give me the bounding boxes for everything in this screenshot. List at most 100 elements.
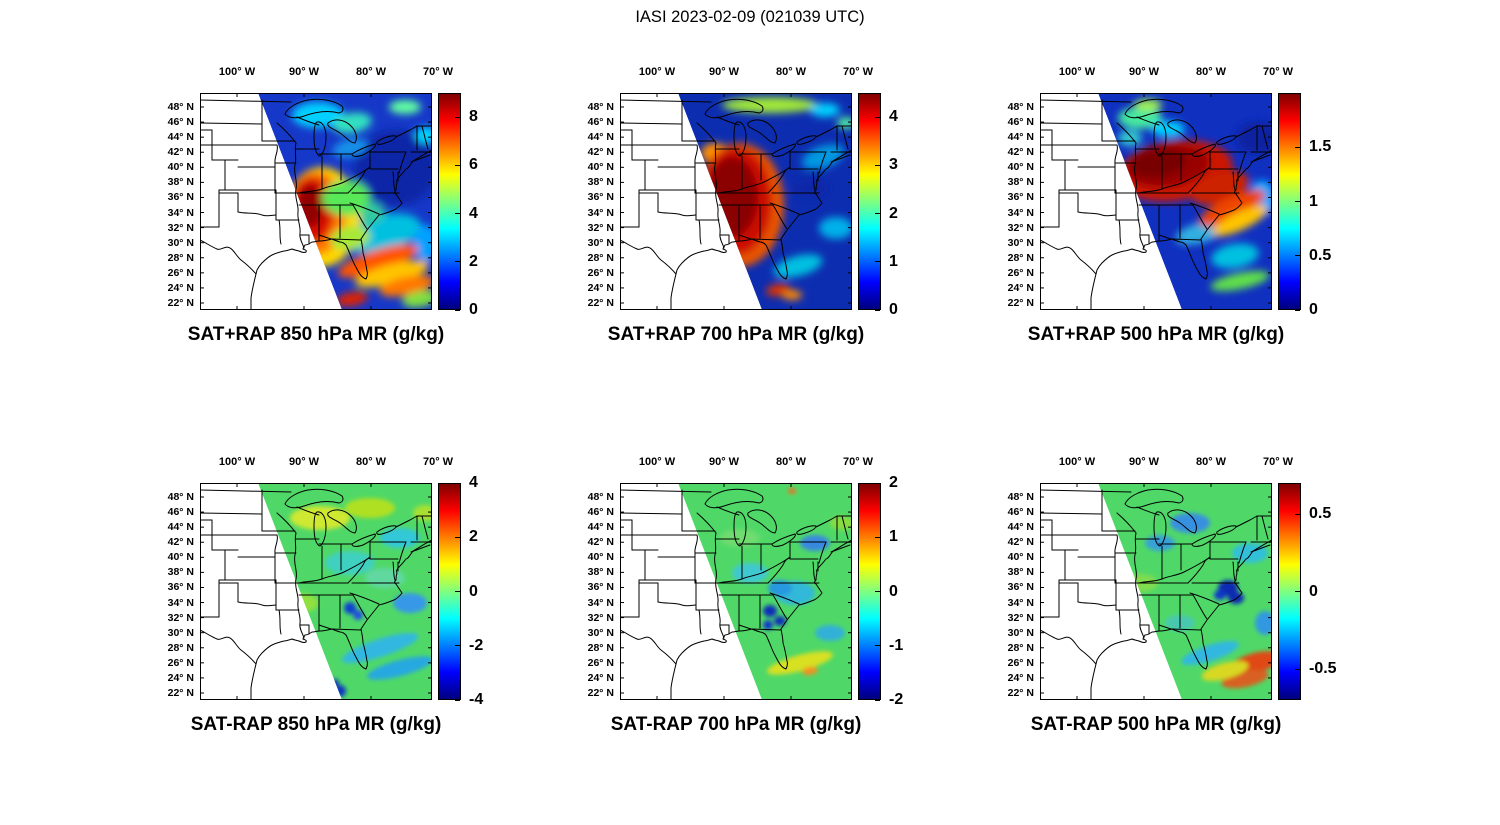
lon-tick-label: 100° W xyxy=(218,456,256,468)
colorbar-tick-label: 2 xyxy=(889,474,898,491)
lat-tick-label: 30° N xyxy=(587,626,614,639)
map-plot xyxy=(619,483,853,705)
lat-tick-label: 48° N xyxy=(167,491,194,503)
lon-tick-label: 90° W xyxy=(288,456,320,468)
lon-tick-label: 70° W xyxy=(1262,66,1294,78)
state-borders xyxy=(199,488,433,701)
colorbar-tick-mark xyxy=(875,699,880,701)
data-swath xyxy=(678,93,852,310)
lat-tick-label: 40° N xyxy=(167,551,194,564)
colorbar-tick-mark xyxy=(1295,309,1300,311)
colorbar-tick-mark xyxy=(875,591,880,592)
lat-tick-label: 42° N xyxy=(167,536,194,549)
colorbar-tick-mark xyxy=(455,309,460,311)
colorbar-tick-mark xyxy=(875,645,880,647)
panel-title: SAT+RAP 850 hPa MR (g/kg) xyxy=(187,324,445,345)
map-plot xyxy=(1039,483,1273,705)
lat-tick-label: 46° N xyxy=(1007,116,1034,129)
colorbar-tick-mark xyxy=(455,164,460,166)
colorbar-tick-label: 1 xyxy=(889,252,898,270)
lat-tick-label: 34° N xyxy=(1007,596,1034,609)
colorbar-tick-label: 0.5 xyxy=(1309,246,1332,264)
lat-tick-label: 28° N xyxy=(587,641,614,654)
colorbar-tick-label: -0.5 xyxy=(1309,660,1337,677)
lat-tick-label: 38° N xyxy=(1007,566,1034,579)
lat-tick-label: 44° N xyxy=(587,521,614,534)
lat-tick-label: 44° N xyxy=(167,131,194,144)
plot-frame xyxy=(1040,483,1272,700)
state-borders xyxy=(619,98,853,311)
lat-tick-label: 28° N xyxy=(1007,641,1034,654)
panel-2: 100° W 90° W 80° W 70° W 48° N 46° N 44° N 42° … xyxy=(1008,66,1332,345)
colorbar-tick-mark xyxy=(455,213,460,215)
lat-tick-label: 48° N xyxy=(167,101,194,113)
colorbar-gradient xyxy=(439,94,460,309)
lon-tick-label: 70° W xyxy=(1262,456,1294,468)
lat-tick-label: 40° N xyxy=(1007,551,1034,564)
colorbar-tick-mark xyxy=(875,116,880,118)
panel-title: SAT+RAP 700 hPa MR (g/kg) xyxy=(607,324,865,345)
colorbar xyxy=(858,93,881,310)
lat-tick-label: 28° N xyxy=(587,251,614,264)
lat-tick-label: 34° N xyxy=(167,596,194,609)
colorbar-tick-mark xyxy=(875,482,880,484)
colorbar xyxy=(438,93,461,310)
colorbar xyxy=(1278,93,1301,310)
colorbar-tick-mark xyxy=(875,536,880,538)
map-plot xyxy=(199,483,433,705)
colorbar-tick-label: 2 xyxy=(469,528,478,546)
lat-tick-label: 30° N xyxy=(1007,236,1034,249)
lat-tick-label: 46° N xyxy=(167,116,194,129)
lat-tick-label: 32° N xyxy=(587,221,614,234)
colorbar-tick-label: 6 xyxy=(469,156,478,174)
lon-tick-label: 100° W xyxy=(638,66,676,78)
lat-tick-label: 48° N xyxy=(1007,101,1034,113)
state-borders xyxy=(619,488,853,701)
lat-tick-label: 26° N xyxy=(1007,656,1034,669)
colorbar-tick-label: 0 xyxy=(1309,301,1318,318)
lat-tick-label: 48° N xyxy=(587,101,614,113)
lat-tick-label: 44° N xyxy=(167,521,194,534)
lat-tick-label: 38° N xyxy=(167,566,194,579)
lat-tick-label: 36° N xyxy=(1007,191,1034,204)
lat-tick-label: 36° N xyxy=(167,191,194,204)
lat-tick-label: 40° N xyxy=(587,551,614,564)
state-borders xyxy=(1039,98,1273,311)
lat-tick-label: 28° N xyxy=(167,251,194,264)
lat-tick-label: 26° N xyxy=(167,656,194,669)
lat-tick-label: 34° N xyxy=(587,596,614,609)
colorbar-tick-mark xyxy=(875,213,880,215)
lat-tick-label: 32° N xyxy=(167,611,194,624)
data-swath xyxy=(258,483,432,700)
colorbar-tick-label: 1 xyxy=(1309,192,1318,210)
panel-4: 100° W 90° W 80° W 70° W 48° N 46° N 44° N 42° … xyxy=(588,456,904,735)
lat-tick-label: 48° N xyxy=(1007,491,1034,503)
lat-tick-label: 36° N xyxy=(1007,581,1034,594)
colorbar-tick-label: 0 xyxy=(889,301,898,318)
colorbar-tick-mark xyxy=(875,261,880,263)
lat-tick-label: 24° N xyxy=(1007,281,1034,294)
lon-tick-label: 80° W xyxy=(775,66,807,78)
lat-tick-label: 42° N xyxy=(1007,146,1034,159)
lat-tick-label: 44° N xyxy=(1007,521,1034,534)
lon-tick-label: 90° W xyxy=(708,66,740,78)
lat-tick-label: 48° N xyxy=(587,491,614,503)
colorbar-gradient xyxy=(1279,484,1300,699)
lat-tick-label: 34° N xyxy=(1007,206,1034,219)
lat-tick-label: 22° N xyxy=(587,687,614,699)
lat-tick-label: 36° N xyxy=(587,581,614,594)
lat-tick-label: 26° N xyxy=(587,266,614,279)
lat-tick-label: 32° N xyxy=(1007,221,1034,234)
colorbar-tick-mark xyxy=(1295,668,1300,670)
lon-tick-label: 90° W xyxy=(288,66,320,78)
lat-tick-label: 24° N xyxy=(1007,671,1034,684)
lon-tick-label: 80° W xyxy=(775,456,807,468)
colorbar-tick-label: -2 xyxy=(469,636,484,654)
lat-tick-label: 36° N xyxy=(167,581,194,594)
colorbar-tick-mark xyxy=(875,309,880,311)
lon-tick-label: 70° W xyxy=(842,66,874,78)
lat-tick-label: 24° N xyxy=(587,671,614,684)
colorbar-tick-label: 8 xyxy=(469,108,478,126)
lon-tick-label: 80° W xyxy=(355,66,387,78)
plot-frame xyxy=(620,93,852,310)
